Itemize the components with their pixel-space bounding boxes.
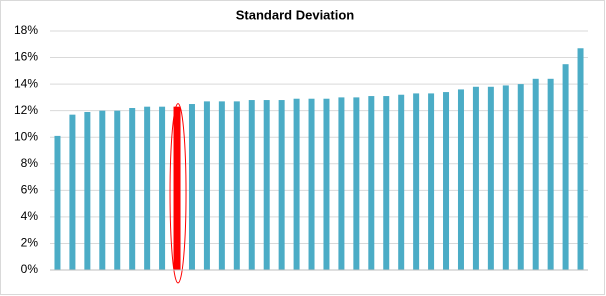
bar [443, 92, 450, 270]
bar [114, 110, 121, 271]
bar [517, 84, 524, 270]
bar [323, 98, 330, 270]
bar [159, 106, 166, 270]
bar [413, 93, 420, 271]
bar [54, 135, 61, 270]
y-tick-label: 18% [14, 23, 38, 37]
y-tick-label: 14% [14, 76, 38, 90]
bar [144, 106, 151, 270]
bar [428, 93, 435, 271]
y-tick-label: 4% [21, 209, 39, 223]
bar [487, 86, 494, 271]
chart-title: Standard Deviation [236, 7, 355, 22]
bar [69, 114, 76, 271]
bar [577, 48, 584, 271]
bar [457, 89, 464, 270]
bar [308, 98, 315, 270]
bar [99, 110, 106, 271]
y-tick-label: 6% [21, 183, 39, 197]
y-tick-label: 0% [21, 262, 39, 276]
bar [562, 64, 569, 270]
y-tick-label: 8% [21, 156, 39, 170]
bar [502, 85, 509, 270]
bar [368, 96, 375, 270]
bar [547, 78, 554, 270]
bar [129, 108, 136, 270]
bar [472, 86, 479, 271]
bar [188, 104, 195, 271]
bar [233, 101, 240, 270]
bar [353, 97, 360, 270]
bar [263, 100, 270, 271]
bar [293, 98, 300, 270]
y-tick-label: 12% [14, 103, 38, 117]
bar [84, 111, 91, 270]
bar [278, 100, 285, 271]
bar [203, 101, 210, 270]
bar [398, 94, 405, 270]
bar [173, 106, 181, 270]
highlight-ellipse [169, 103, 187, 284]
y-tick-label: 2% [21, 236, 39, 250]
bar [248, 100, 255, 271]
bar [338, 97, 345, 270]
bar [383, 96, 390, 270]
bar [218, 101, 225, 270]
bar [532, 78, 539, 270]
y-tick-label: 16% [14, 50, 38, 64]
y-tick-label: 10% [14, 129, 38, 143]
